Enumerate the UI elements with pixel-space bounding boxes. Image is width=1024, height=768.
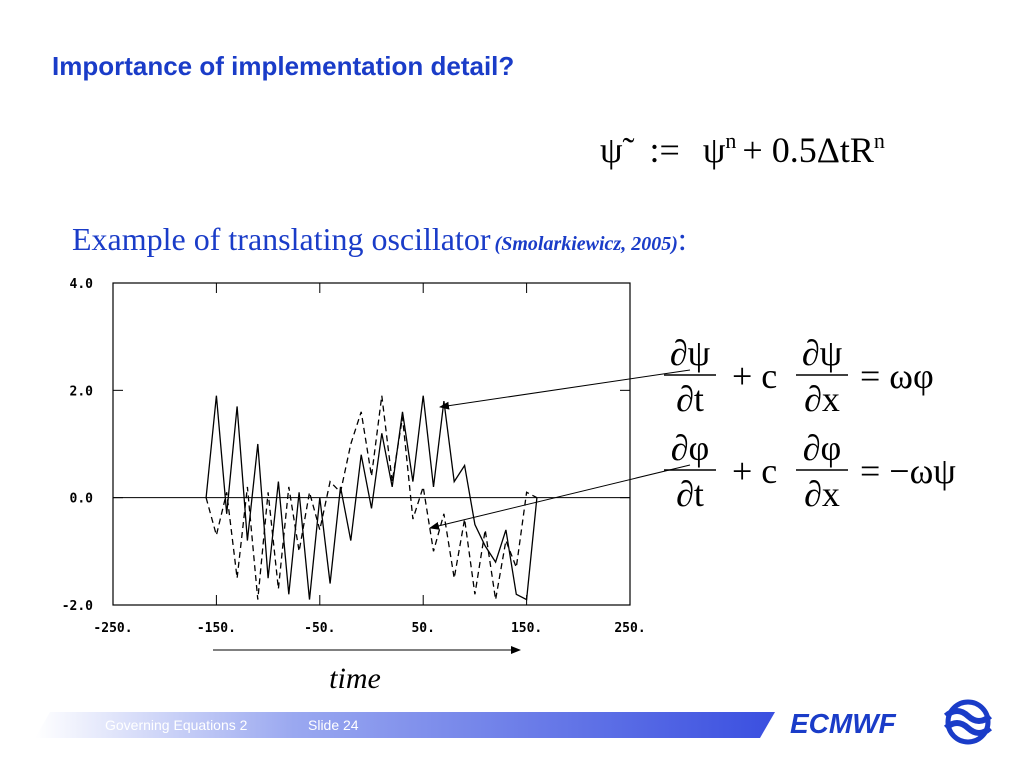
brand: ECMWF (790, 708, 897, 739)
series-line (205, 395, 538, 600)
formula-part: ψ̃ (600, 130, 635, 170)
x-tick-label: -150. (197, 621, 236, 636)
eq-part: ∂φ (671, 428, 710, 468)
x-tick-label: -250. (93, 621, 132, 636)
eq-part: = ωφ (860, 356, 934, 396)
citation: (Smolarkiewicz, 2005) (495, 233, 678, 255)
eq-part: ∂φ (803, 428, 842, 468)
formula-part: := (650, 130, 680, 170)
x-tick-label: 250. (614, 621, 645, 636)
eq-part: + c (732, 356, 777, 396)
eq-part: ∂t (676, 379, 704, 419)
eq-part: ∂t (676, 474, 704, 514)
eq-part: + c (732, 451, 777, 491)
eq-part: = −ωψ (860, 451, 956, 491)
footer-course: Governing Equations 2 (105, 717, 248, 733)
y-tick-label: 4.0 (70, 277, 94, 292)
title: Importance of implementation detail? (52, 51, 514, 81)
formula-part: + 0.5ΔtR (742, 130, 873, 170)
formula-part: n (874, 128, 885, 153)
eq-part: ∂x (804, 379, 840, 419)
formula-part: ψ (703, 130, 726, 170)
subtitle-text: Example of translating oscillator (72, 221, 491, 257)
colon: : (678, 221, 687, 257)
eq-part: ∂x (804, 474, 840, 514)
series-line (205, 395, 538, 601)
footer-band (35, 712, 775, 738)
arrow (439, 369, 691, 410)
equations: ∂ψ ∂t + c ∂ψ ∂x = ωφ ∂φ ∂t + c ∂φ ∂x = −ωψ (664, 333, 956, 514)
arrow (429, 464, 691, 530)
x-label: time (329, 662, 381, 695)
eq-part: ∂ψ (670, 333, 711, 373)
eq-part: ∂ψ (802, 333, 843, 373)
x-tick-label: 150. (511, 621, 542, 636)
x-tick-label: -50. (304, 621, 335, 636)
x-tick-label: 50. (411, 621, 434, 636)
formula: ψ̃ := ψn + 0.5ΔtRn (600, 128, 885, 170)
y-tick-label: 0.0 (70, 492, 94, 507)
y-tick-label: 2.0 (70, 384, 94, 399)
plot-frame (112, 282, 631, 606)
y-tick-label: -2.0 (62, 599, 93, 614)
subtitle: Example of translating oscillator (Smola… (72, 221, 687, 257)
plot: -250. -150. -50. 50. 150. 250. -2.0 0.0 2.0 4.0 (62, 277, 646, 636)
footer-slide: Slide 24 (308, 717, 359, 733)
formula-part: n (725, 128, 736, 153)
logo (943, 699, 993, 745)
